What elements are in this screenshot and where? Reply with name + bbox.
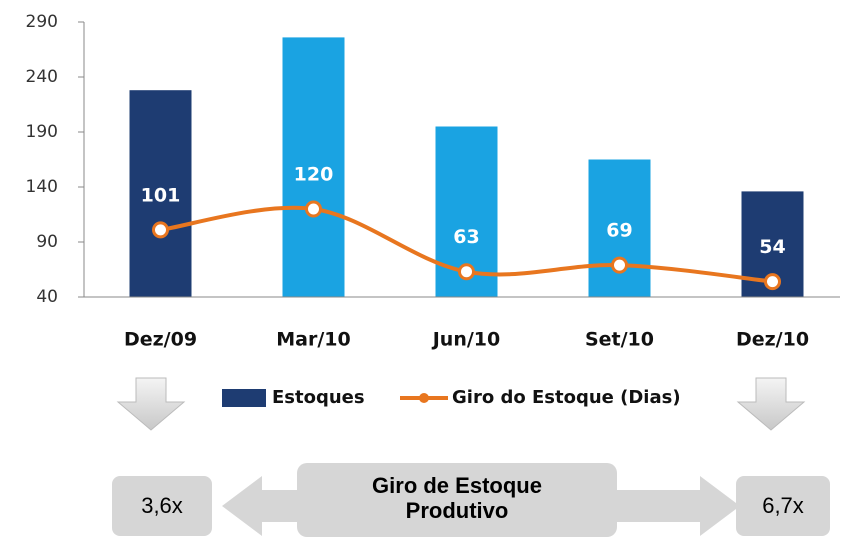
y-tick-label: 40: [36, 287, 58, 307]
y-tick-label: 240: [26, 67, 58, 87]
data-label: 54: [759, 236, 785, 258]
x-tick-label: Dez/10: [736, 329, 809, 351]
x-tick-label: Set/10: [585, 329, 654, 351]
data-label: 69: [606, 220, 632, 242]
marker: [305, 200, 322, 218]
legend-label: Giro do Estoque (Dias): [452, 387, 681, 408]
right-annotation: 6,7x: [762, 493, 804, 518]
center-box: [297, 463, 617, 537]
data-label: 101: [141, 184, 181, 206]
marker: [611, 256, 628, 274]
bar: [588, 159, 651, 297]
bar: [129, 90, 192, 297]
x-tick-label: Dez/09: [124, 329, 197, 351]
y-tick-label: 190: [26, 122, 58, 142]
left-box: [112, 476, 212, 536]
down-arrow: [736, 377, 806, 431]
marker: [458, 263, 475, 281]
y-tick-label: 290: [26, 12, 58, 32]
x-tick-label: Jun/10: [431, 329, 501, 351]
x-tick-label: Mar/10: [276, 329, 350, 351]
legend-swatch: [222, 389, 266, 407]
y-tick-label: 140: [26, 177, 58, 197]
legend-marker: [419, 393, 429, 403]
down-arrows: [116, 377, 806, 431]
right-box: [736, 476, 830, 536]
marker: [764, 273, 781, 291]
center-annotation: Giro de Estoque: [372, 473, 542, 498]
marker: [152, 221, 169, 239]
down-arrow: [116, 377, 186, 431]
bar: [282, 37, 345, 298]
data-label: 63: [453, 226, 479, 248]
data-label: 120: [294, 164, 334, 186]
legend-label: Estoques: [272, 387, 365, 408]
y-tick-label: 90: [36, 232, 58, 252]
left-annotation: 3,6x: [141, 493, 183, 518]
center-annotation: Produtivo: [406, 498, 509, 523]
